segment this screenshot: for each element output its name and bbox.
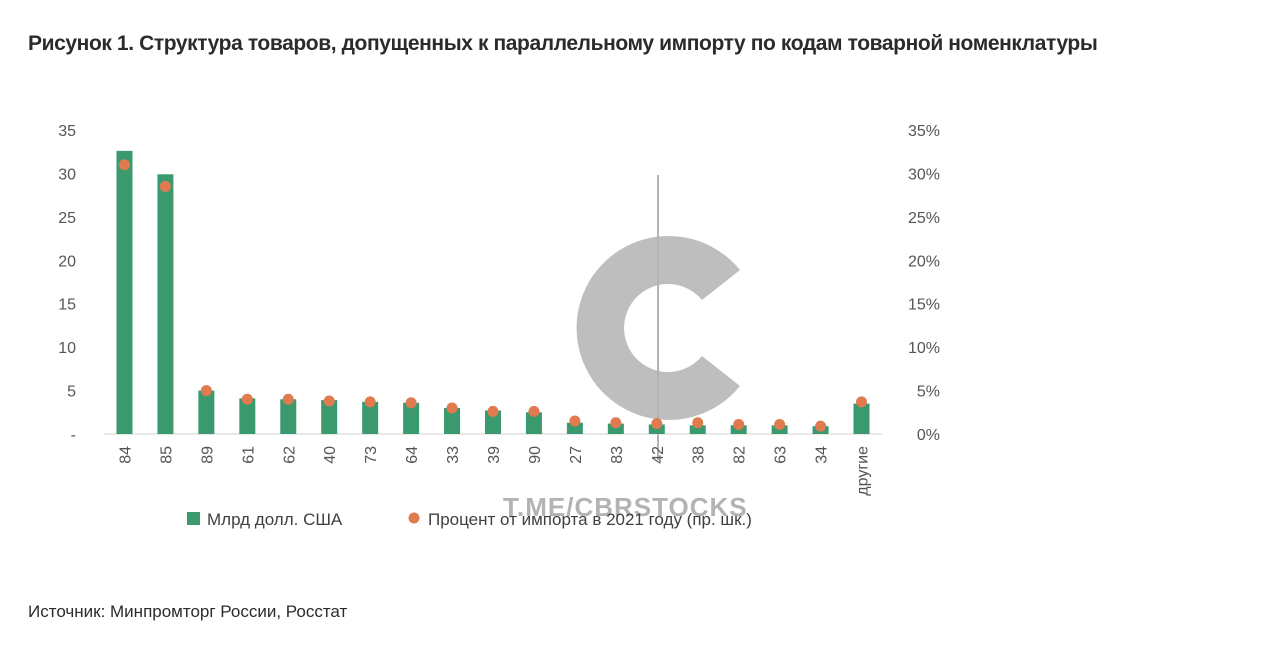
- y-right-tick-label: 25%: [908, 210, 940, 227]
- y-right-tick-label: 35%: [908, 123, 940, 140]
- y-right-tick-label: 10%: [908, 340, 940, 357]
- y-right-tick-label: 5%: [917, 384, 940, 401]
- y-left-tick-label: 5: [67, 384, 76, 401]
- bar-series: [116, 150, 870, 435]
- bar: [403, 402, 420, 434]
- dot: [446, 402, 458, 414]
- y-right-tick-label: 30%: [908, 166, 940, 183]
- dot: [487, 405, 499, 417]
- legend-swatch-dots: [408, 512, 420, 524]
- bar: [157, 174, 174, 434]
- y-left-tick-label: 30: [58, 166, 76, 183]
- bar: [566, 422, 583, 434]
- x-tick-label: 33: [445, 446, 462, 464]
- x-tick-label: 73: [363, 446, 380, 464]
- dot: [815, 420, 827, 432]
- y-axis-right: 0% 5% 10% 15% 20% 25% 30% 35%: [908, 123, 940, 444]
- x-tick-label: 83: [609, 446, 626, 464]
- x-tick-label: 62: [281, 446, 298, 464]
- bar: [280, 399, 297, 434]
- bar: [607, 423, 624, 434]
- dot: [651, 418, 663, 430]
- dot: [200, 385, 212, 397]
- y-left-tick-label: -: [71, 427, 76, 444]
- x-tick-label: 27: [568, 446, 585, 464]
- x-tick-label: 40: [322, 446, 339, 464]
- watermark-logo-c-icon: [576, 236, 740, 420]
- bar: [853, 403, 870, 434]
- dot: [323, 395, 335, 407]
- x-tick-label: 84: [117, 446, 134, 464]
- y-left-tick-label: 25: [58, 210, 76, 227]
- bar: [362, 401, 379, 434]
- dot: [528, 405, 540, 417]
- dot: [118, 159, 130, 171]
- y-left-tick-label: 35: [58, 123, 76, 140]
- x-tick-label: 85: [158, 446, 175, 464]
- x-tick-label: 61: [240, 446, 257, 464]
- legend-label-dots: Процент от импорта в 2021 году (пр. шк.): [428, 510, 752, 529]
- x-tick-label: 39: [486, 446, 503, 464]
- watermark-text: T.ME/CBRSTOCKS: [503, 492, 748, 522]
- x-tick-label: 89: [199, 446, 216, 464]
- x-tick-label: 38: [691, 446, 708, 464]
- y-left-tick-label: 15: [58, 297, 76, 314]
- bar: [648, 424, 665, 434]
- y-right-tick-label: 0%: [917, 427, 940, 444]
- legend-swatch-bars: [187, 512, 200, 525]
- x-axis-ticks: 84 85 89 61 62 40 73 64 33 39 90 27 83 42 38 82 63 34 друг…: [117, 446, 871, 496]
- y-left-tick-label: 10: [58, 340, 76, 357]
- dot: [282, 393, 294, 405]
- chart-title: Рисунок 1. Структура товаров, допущенных…: [28, 32, 1098, 55]
- watermark: T.ME/CBRSTOCKS: [503, 175, 748, 522]
- bar: [689, 425, 706, 434]
- x-tick-label: 63: [773, 446, 790, 464]
- x-tick-label: 34: [814, 446, 831, 464]
- dot: [241, 393, 253, 405]
- x-tick-label: другие: [855, 446, 872, 496]
- dot: [610, 417, 622, 429]
- y-left-tick-label: 20: [58, 253, 76, 270]
- y-right-tick-label: 20%: [908, 253, 940, 270]
- bar: [525, 412, 542, 434]
- y-axis-left: - 5 10 15 20 25 30 35: [58, 123, 76, 444]
- x-tick-label: 82: [732, 446, 749, 464]
- legend: Млрд долл. США Процент от импорта в 2021…: [187, 510, 752, 529]
- dot: [569, 415, 581, 427]
- dot-series: [118, 159, 868, 432]
- x-tick-label: 64: [404, 446, 421, 464]
- bar: [116, 150, 133, 435]
- bar: [198, 390, 215, 434]
- dot: [733, 418, 745, 430]
- dot: [856, 396, 868, 408]
- legend-label-bars: Млрд долл. США: [207, 510, 343, 529]
- dot: [692, 417, 704, 429]
- bar: [444, 407, 461, 434]
- dot: [364, 396, 376, 408]
- bar: [485, 410, 501, 434]
- bar: [239, 398, 256, 434]
- dot: [159, 180, 171, 192]
- y-right-tick-label: 15%: [908, 297, 940, 314]
- x-tick-label: 42: [650, 446, 667, 464]
- x-tick-label: 90: [527, 446, 544, 464]
- source-note: Источник: Минпромторг России, Росстат: [28, 602, 348, 621]
- bar: [321, 400, 338, 434]
- dot: [774, 418, 786, 430]
- dot: [405, 397, 417, 409]
